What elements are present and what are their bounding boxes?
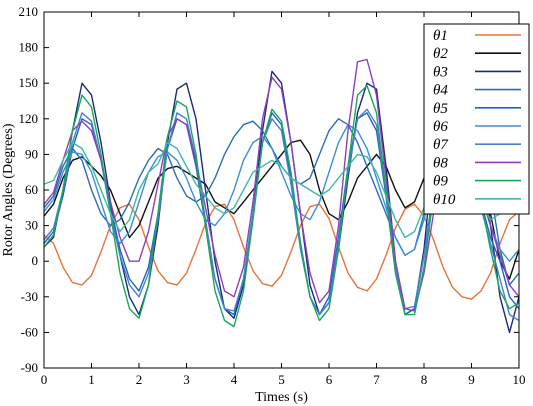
y-tick-label: 90 — [25, 146, 38, 161]
legend-label-theta10: θ10 — [433, 192, 456, 208]
y-tick-label: 210 — [19, 4, 39, 19]
x-tick-label: 1 — [88, 372, 95, 387]
legend-label-theta7: θ7 — [433, 137, 449, 153]
legend-label-theta8: θ8 — [433, 155, 448, 171]
legend-label-theta2: θ2 — [433, 46, 448, 62]
x-tick-label: 6 — [326, 372, 333, 387]
y-tick-label: 60 — [25, 182, 38, 197]
series-line-theta1 — [44, 203, 519, 300]
y-tick-label: -30 — [21, 289, 38, 304]
legend-label-theta5: θ5 — [433, 101, 448, 117]
legend-label-theta1: θ1 — [433, 28, 448, 44]
y-tick-label: 180 — [19, 40, 39, 55]
legend-label-theta6: θ6 — [433, 119, 448, 135]
x-tick-label: 7 — [373, 372, 380, 387]
x-tick-label: 10 — [513, 372, 526, 387]
legend-label-theta3: θ3 — [433, 64, 448, 80]
legend: θ1 θ2 θ3 θ4 θ5 θ6 θ7 θ8 θ9 θ10 — [423, 23, 530, 215]
y-tick-label: -90 — [21, 360, 38, 375]
x-tick-label: 8 — [421, 372, 428, 387]
y-tick-label: 30 — [25, 218, 38, 233]
legend-label-theta4: θ4 — [433, 83, 448, 99]
x-tick-label: 5 — [278, 372, 285, 387]
x-axis-label: Times (s) — [255, 390, 308, 405]
legend-box — [423, 23, 530, 215]
x-tick-label: 3 — [183, 372, 190, 387]
y-axis-label: Rotor Angles (Degrees) — [1, 123, 16, 256]
y-tick-label: -60 — [21, 324, 38, 339]
y-tick-label: 120 — [19, 111, 39, 126]
y-tick-label: 150 — [19, 75, 39, 90]
x-tick-label: 9 — [468, 372, 475, 387]
x-tick-label: 4 — [231, 372, 238, 387]
x-tick-label: 2 — [136, 372, 143, 387]
y-tick-label: 0 — [32, 253, 39, 268]
legend-label-theta9: θ9 — [433, 174, 448, 190]
x-tick-label: 0 — [41, 372, 48, 387]
